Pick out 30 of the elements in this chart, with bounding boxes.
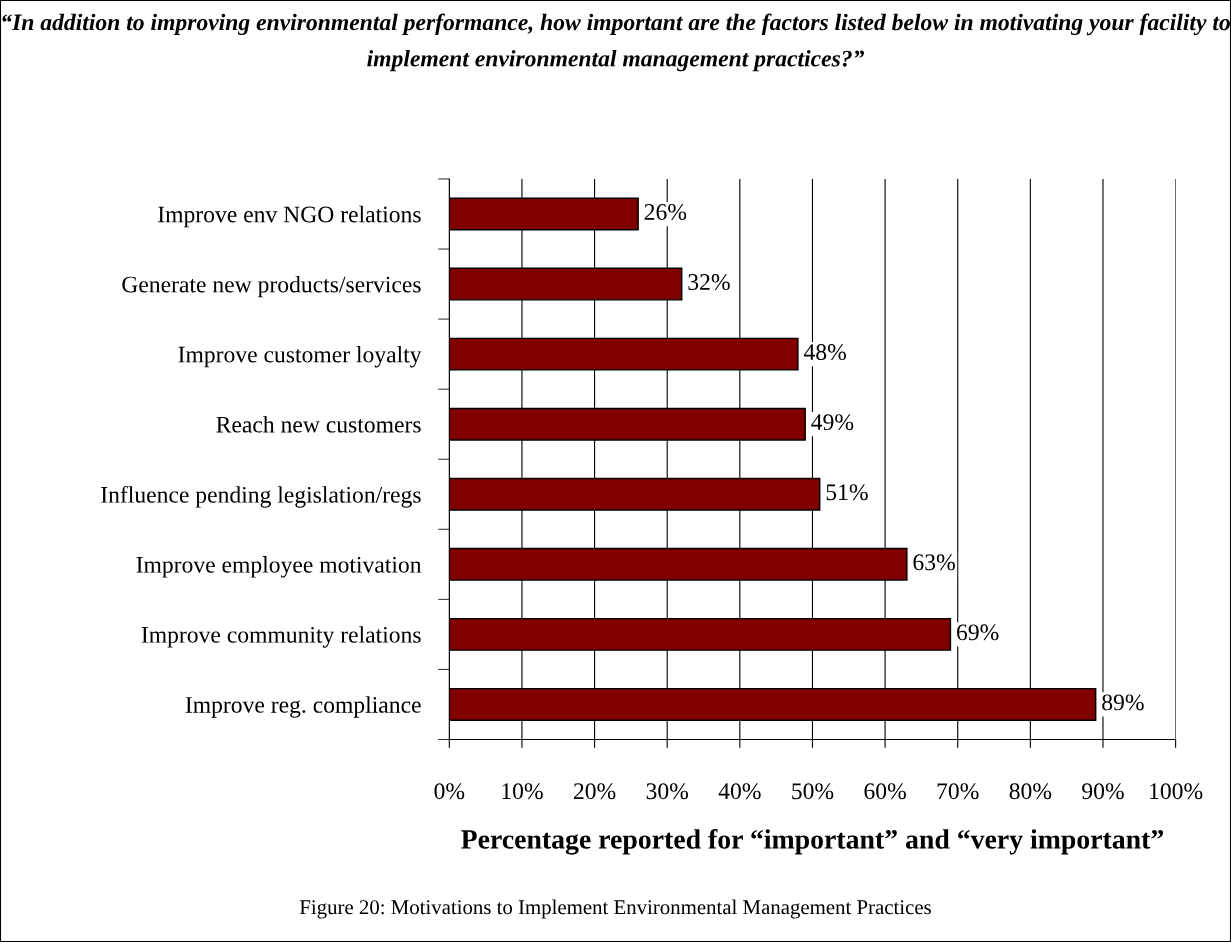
- y-tick-label: Generate new products/services: [122, 275, 421, 298]
- data-label: 69%: [957, 624, 999, 641]
- x-tick-label: 80%: [1009, 783, 1052, 800]
- y-tick-label: Reach new customers: [216, 416, 421, 433]
- x-tick-label: 60%: [864, 783, 906, 800]
- x-tick-label: 0%: [434, 783, 465, 800]
- y-tick-label: Improve community relations: [141, 626, 421, 648]
- caption: Figure 20: Motivations to Implement Environmental Management Practices: [299, 899, 931, 919]
- x-tick-label: 90%: [1082, 783, 1124, 800]
- y-tick-label: Improve reg. compliance: [185, 696, 421, 718]
- data-label: 51%: [826, 484, 868, 501]
- x-tick-label: 10%: [502, 783, 543, 800]
- y-tick-label: Improve env NGO relations: [158, 205, 421, 228]
- chart-title: “In addition to improving environmental performance, how important are the factors listed below in motivating your facility to implement environmental management practices?”: [2, 13, 1230, 72]
- y-tick-label: Improve employee motivation: [136, 556, 422, 578]
- data-label: 63%: [913, 554, 955, 571]
- x-tick-label: 40%: [718, 783, 761, 800]
- data-label: 49%: [811, 414, 854, 431]
- y-tick-label: Improve customer loyalty: [178, 345, 422, 368]
- data-label: 48%: [803, 344, 846, 361]
- data-label: 26%: [644, 203, 687, 220]
- data-label: 89%: [1102, 694, 1144, 711]
- x-tick-label: 50%: [792, 783, 834, 800]
- x-tick-label: 20%: [573, 783, 616, 800]
- x-tick-label: 30%: [646, 783, 689, 800]
- y-tick-label: Influence pending legislation/regs: [101, 485, 421, 508]
- x-axis-title: Percentage reported for “important” and “very important”: [461, 828, 1164, 855]
- data-label: 32%: [688, 274, 730, 291]
- x-tick-label: 100%: [1150, 783, 1203, 800]
- x-tick-label: 70%: [937, 783, 979, 800]
